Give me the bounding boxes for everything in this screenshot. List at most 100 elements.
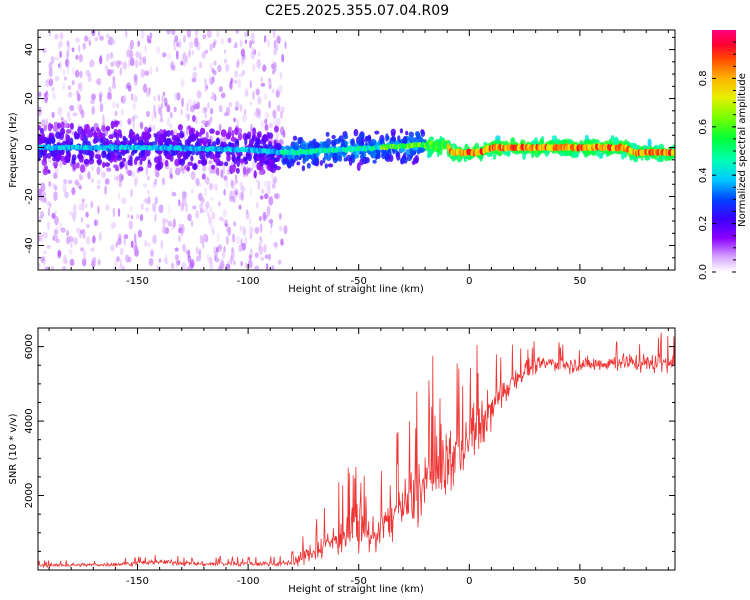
spectrogram-cell xyxy=(142,83,148,93)
spectrogram-cell xyxy=(238,73,244,78)
spectrogram-cell xyxy=(215,130,220,136)
spectrogram-cell xyxy=(268,253,271,261)
spectrogram-cell xyxy=(147,36,152,44)
spectrogram-cell xyxy=(110,61,114,67)
spectrogram-cell xyxy=(66,229,70,237)
spectrogram-cell xyxy=(57,250,62,257)
spectrogram-cell xyxy=(206,254,209,262)
spectrogram-cell xyxy=(217,244,222,251)
spectrogram-cell xyxy=(54,209,57,216)
spectrogram-cell xyxy=(257,96,262,105)
spectrogram-cell xyxy=(278,259,282,265)
spectrogram-cell xyxy=(41,132,46,142)
spectrogram-cell xyxy=(60,116,64,121)
spectrogram-cell xyxy=(265,263,269,270)
spectrogram-cell xyxy=(247,259,253,269)
spectrogram-cell xyxy=(104,178,110,185)
spectrogram-cell xyxy=(201,173,206,180)
spectrogram-cell xyxy=(264,193,269,200)
spectrogram-cell xyxy=(210,62,213,71)
spectrogram-cell xyxy=(79,175,84,181)
spectrogram-cell xyxy=(241,186,246,193)
spectrogram-cell xyxy=(78,185,82,190)
spectrogram-cell xyxy=(216,233,220,242)
spectrogram-cell xyxy=(90,200,93,209)
spectrogram-cell xyxy=(65,155,71,161)
spectrogram-cell xyxy=(145,197,151,205)
spectrogram-cell xyxy=(223,175,228,181)
snr-content xyxy=(38,332,675,569)
spectrogram-cell xyxy=(240,48,246,57)
spectrogram-cell xyxy=(229,195,234,202)
spectrogram-cell xyxy=(283,157,288,164)
spectrogram-cell xyxy=(248,254,252,260)
spectrogram-cell xyxy=(184,113,188,119)
spectrogram-cell xyxy=(130,131,136,140)
spectrogram-cell xyxy=(177,124,183,131)
spectrogram-cell xyxy=(97,131,103,140)
spectrogram-cell xyxy=(42,168,49,176)
spectrogram-cell xyxy=(99,35,104,41)
spectrogram-cell xyxy=(199,127,206,135)
spectrogram-cell xyxy=(150,249,154,257)
spectrogram-cell xyxy=(89,153,93,161)
spectrogram-cell xyxy=(217,149,220,159)
spectrogram-cell xyxy=(415,131,420,137)
snr-x-axis: -150 -100 -50 0 50 xyxy=(48,328,669,587)
spectrogram-cell xyxy=(274,242,278,249)
spectrogram-cell xyxy=(268,132,274,139)
spectrogram-cell xyxy=(217,265,222,270)
spectrogram-cell xyxy=(90,247,95,252)
spectrogram-cell xyxy=(145,166,149,176)
spectrogram-cell xyxy=(179,130,184,139)
spectrogram-cell xyxy=(166,130,171,137)
spectrogram-cell xyxy=(38,234,41,242)
spectrogram-cell xyxy=(216,167,220,176)
spectrogram-cell xyxy=(307,143,313,149)
spectrogram-cell xyxy=(195,210,200,220)
spectrogram-cell xyxy=(250,32,255,41)
spectrogram-cell xyxy=(190,219,194,227)
spectrogram-cell xyxy=(105,204,110,211)
spectrogram-cell xyxy=(239,39,243,47)
spectrogram-cell xyxy=(249,40,252,49)
spectrogram-cell xyxy=(208,216,212,224)
spectrogram-cell xyxy=(240,57,245,65)
spectrogram-cell xyxy=(230,180,235,189)
spectrogram-content xyxy=(38,30,675,270)
spectrogram-cell xyxy=(260,256,265,261)
spectrogram-cell xyxy=(203,159,208,165)
spectrogram-cell xyxy=(135,51,140,59)
spectrogram-cell xyxy=(388,154,394,162)
spectrogram-cell xyxy=(246,167,251,174)
spectrogram-cell xyxy=(79,232,82,239)
x-tick-label: -50 xyxy=(351,276,367,287)
spectrogram-cell xyxy=(223,189,226,196)
spectrogram-cell xyxy=(202,34,207,40)
spectrogram-cell xyxy=(200,159,205,165)
spectrogram-cell xyxy=(198,248,202,255)
spectrogram-cell xyxy=(154,178,157,186)
spectrogram-cell xyxy=(123,234,129,240)
spectrogram-cell xyxy=(157,154,162,164)
spectrogram-cell xyxy=(58,40,63,48)
spectrogram-cell xyxy=(180,165,183,172)
spectrogram-cell xyxy=(232,233,236,243)
spectrogram-cell xyxy=(324,163,328,169)
spectrogram-cell xyxy=(236,158,241,167)
spectrogram-cell xyxy=(244,39,247,44)
spectrogram-cell xyxy=(176,139,182,147)
spectrogram-cell xyxy=(122,135,127,141)
spectrogram-cell xyxy=(87,171,91,180)
spectrogram-cell xyxy=(251,135,255,144)
spectrogram-cell xyxy=(233,79,238,84)
spectrogram-cell xyxy=(240,191,244,202)
spectrogram-cell xyxy=(139,159,143,165)
spectrogram-cell xyxy=(174,254,179,261)
spectrogram-cell xyxy=(38,124,41,131)
spectrogram-cell xyxy=(456,154,463,163)
x-tick-label: 50 xyxy=(574,576,587,587)
spectrogram-cell xyxy=(218,86,223,93)
spectrogram-cell xyxy=(54,167,59,175)
spectrogram-cell xyxy=(48,202,52,208)
